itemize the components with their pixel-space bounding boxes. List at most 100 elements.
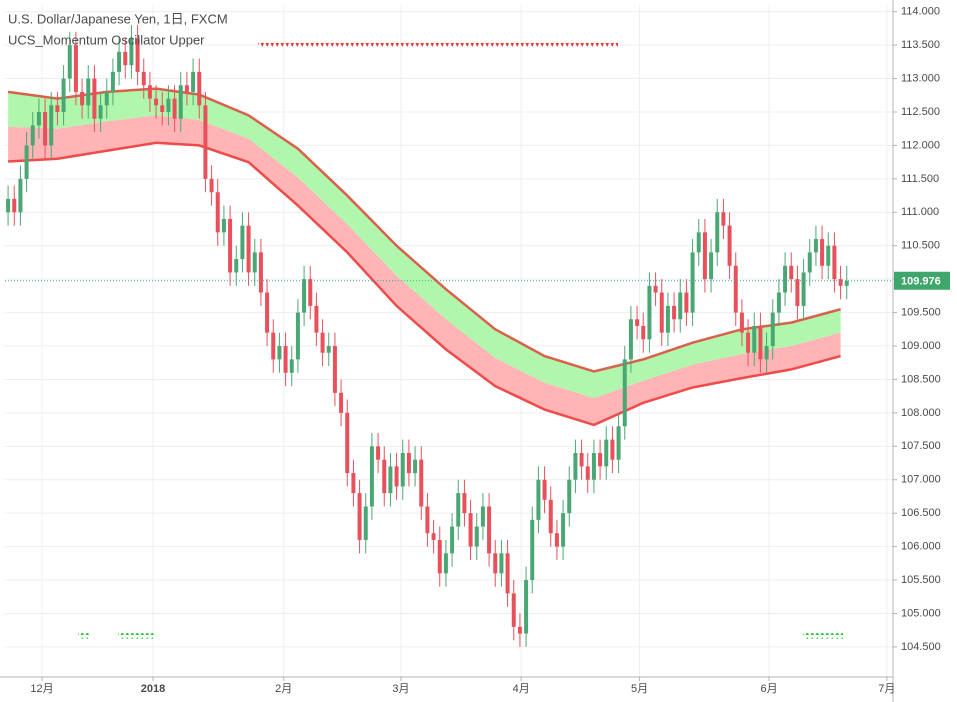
x-tick-label: 3月 bbox=[392, 683, 409, 695]
y-tick-label: 113.000 bbox=[901, 72, 940, 84]
last-price-box bbox=[894, 271, 950, 290]
candle-body bbox=[203, 105, 208, 179]
candle-body bbox=[665, 305, 670, 333]
candle-body bbox=[61, 78, 66, 112]
candle-body bbox=[425, 506, 430, 534]
candle-body bbox=[524, 580, 529, 634]
candle-body bbox=[345, 412, 350, 474]
y-tick-label: 105.000 bbox=[901, 607, 941, 619]
candle-body bbox=[480, 506, 485, 527]
band-fill bbox=[8, 88, 841, 399]
candle-body bbox=[141, 71, 146, 86]
candle-body bbox=[548, 499, 553, 534]
candle-body bbox=[505, 553, 510, 594]
candle-body bbox=[166, 98, 171, 112]
candle-body bbox=[258, 252, 263, 293]
candle-body bbox=[308, 279, 313, 306]
candle-body bbox=[678, 292, 683, 320]
candle-body bbox=[320, 332, 325, 353]
y-tick-label: 106.000 bbox=[901, 541, 941, 553]
candle-body bbox=[770, 312, 775, 347]
candle-body bbox=[591, 453, 596, 480]
candle-body bbox=[635, 319, 640, 326]
candle-body bbox=[413, 459, 418, 474]
candle-body bbox=[265, 292, 270, 333]
candle-body bbox=[499, 553, 504, 574]
candle-body bbox=[641, 325, 646, 340]
candle-body bbox=[659, 292, 664, 333]
y-tick-label: 112.000 bbox=[901, 139, 940, 151]
signal-markers bbox=[78, 633, 90, 639]
candle-body bbox=[221, 218, 226, 233]
x-tick-label: 2018 bbox=[141, 683, 165, 695]
y-tick-label: 109.500 bbox=[901, 306, 941, 318]
candle-body bbox=[18, 178, 23, 213]
candles bbox=[6, 25, 849, 647]
candle-body bbox=[610, 439, 615, 460]
candle-body bbox=[6, 198, 11, 213]
candle-body bbox=[67, 45, 72, 79]
y-tick-label: 105.500 bbox=[901, 574, 941, 586]
candle-body bbox=[394, 466, 399, 487]
candle-body bbox=[86, 78, 91, 106]
candle-body bbox=[30, 125, 35, 146]
candle-body bbox=[462, 493, 467, 514]
candle-body bbox=[160, 105, 165, 112]
candle-body bbox=[567, 479, 572, 514]
candle-body bbox=[191, 71, 196, 92]
candle-body bbox=[715, 212, 720, 253]
candle-body bbox=[764, 346, 769, 360]
candle-body bbox=[252, 252, 257, 273]
candle-body bbox=[746, 332, 751, 353]
candle-body bbox=[653, 285, 658, 293]
band-fill bbox=[8, 115, 841, 425]
x-tick-label: 5月 bbox=[631, 683, 648, 695]
candle-body bbox=[110, 71, 115, 92]
candle-body bbox=[752, 325, 757, 353]
candle-body bbox=[104, 91, 109, 106]
candle-body bbox=[55, 105, 60, 112]
candle-body bbox=[209, 178, 214, 193]
candle-body bbox=[382, 459, 387, 494]
y-tick-label: 108.000 bbox=[901, 407, 941, 419]
candle-body bbox=[456, 493, 461, 527]
indicator-name: UCS_Momentum Oscillator Upper bbox=[8, 32, 205, 47]
candle-body bbox=[123, 51, 128, 66]
candle-body bbox=[228, 218, 233, 273]
candle-body bbox=[721, 212, 726, 226]
x-tick-label: 2月 bbox=[275, 683, 292, 695]
candle-body bbox=[24, 145, 29, 179]
x-tick-label: 4月 bbox=[513, 683, 530, 695]
candle-body bbox=[579, 453, 584, 467]
candle-body bbox=[376, 446, 381, 460]
candle-body bbox=[178, 85, 183, 119]
candle-body bbox=[801, 272, 806, 306]
candle-body bbox=[73, 45, 78, 92]
y-tick-label: 109.000 bbox=[901, 340, 941, 352]
candle-body bbox=[561, 513, 566, 547]
candle-body bbox=[776, 292, 781, 313]
candle-body bbox=[542, 479, 547, 500]
band-line bbox=[7, 87, 841, 373]
candle-body bbox=[351, 473, 356, 494]
candle-body bbox=[783, 265, 788, 293]
candle-body bbox=[450, 526, 455, 554]
candle-body bbox=[49, 105, 54, 146]
candle-body bbox=[388, 466, 393, 494]
candle-body bbox=[135, 38, 140, 72]
candle-body bbox=[493, 553, 498, 574]
y-tick-label: 107.500 bbox=[901, 440, 941, 452]
candle-body bbox=[246, 225, 251, 273]
candle-body bbox=[184, 85, 189, 92]
candle-body bbox=[468, 513, 473, 547]
candle-body bbox=[302, 279, 307, 313]
y-tick-label: 107.000 bbox=[901, 474, 941, 486]
candle-body bbox=[277, 346, 282, 360]
candle-body bbox=[727, 225, 732, 266]
x-tick-label: 6月 bbox=[760, 683, 777, 695]
candle-body bbox=[622, 359, 627, 427]
y-tick-label: 104.500 bbox=[901, 641, 941, 653]
candle-body bbox=[154, 98, 159, 106]
x-tick-label: 12月 bbox=[30, 683, 53, 695]
x-tick-label: 7月 bbox=[878, 683, 895, 695]
